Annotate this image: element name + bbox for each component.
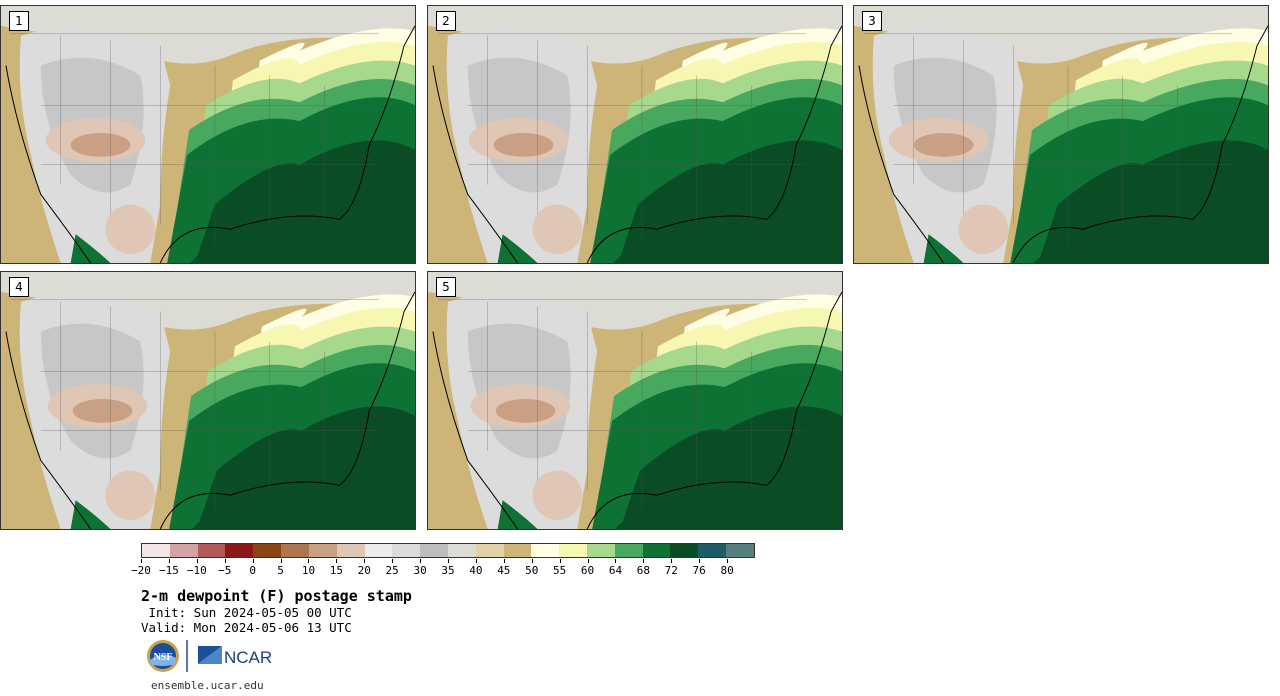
panel-number: 1 [9, 11, 29, 31]
dewpoint-map [1, 272, 415, 529]
map-panel-4: 4 [0, 271, 416, 530]
dewpoint-map [428, 6, 842, 263]
colorbar-tick [448, 559, 449, 563]
colorbar-tick [615, 559, 617, 563]
colorbar-tick [559, 559, 561, 563]
nsf-logo-text: NSF [154, 652, 173, 663]
colorbar-swatch [392, 544, 421, 557]
colorbar-tick [699, 559, 701, 563]
colorbar-tick-label: −5 [218, 564, 232, 577]
colorbar-tick-label: 80 [720, 564, 734, 577]
colorbar-tick-label: −15 [158, 564, 179, 577]
colorbar-tick-label: 64 [608, 564, 623, 577]
colorbar-swatch [142, 544, 170, 557]
colorbar-tick [336, 559, 338, 563]
map-panel-5: 5 [427, 271, 843, 530]
colorbar-swatch [587, 544, 615, 557]
map-panel-1: 1 [0, 5, 416, 264]
colorbar-swatch [447, 544, 476, 557]
colorbar-tick-label: 45 [497, 564, 511, 577]
colorbar-tick-label: 76 [692, 564, 706, 577]
colorbar-tick [671, 559, 673, 563]
panel-number: 5 [436, 277, 456, 297]
dewpoint-map [854, 6, 1268, 263]
colorbar-tick [168, 559, 170, 563]
colorbar-swatch [503, 544, 532, 557]
colorbar-tick-label: 25 [385, 564, 399, 577]
colorbar-tick [475, 559, 477, 563]
colorbar-swatch [559, 544, 587, 557]
colorbar-tick-label: 50 [525, 564, 539, 577]
colorbar-tick [643, 559, 645, 563]
colorbar-swatch [420, 544, 448, 557]
init-time: Init: Sun 2024-05-05 00 UTC [141, 605, 352, 620]
page-title: 2-m dewpoint (F) postage stamp [141, 587, 412, 605]
colorbar-swatch [698, 544, 727, 557]
colorbar-tick-label: 30 [413, 564, 427, 577]
colorbar-swatch [642, 544, 671, 557]
colorbar-tick-label: 55 [553, 564, 567, 577]
colorbar-tick [392, 559, 394, 563]
colorbar-tick [280, 559, 282, 563]
colorbar-tick [196, 559, 198, 563]
colorbar-tick-labels: −20 −15 −10 −5 0 5 10 15 20 25 30 35 40 45 50 55 60 64 68 7… [131, 559, 755, 579]
colorbar-swatch [336, 544, 365, 557]
colorbar-tick-label: 15 [329, 564, 343, 577]
colorbar-tick [364, 559, 366, 563]
panel-number: 3 [862, 11, 882, 31]
colorbar-swatch [614, 544, 643, 557]
colorbar-tick-label: 5 [277, 564, 284, 577]
colorbar-tick-label: 20 [357, 564, 371, 577]
colorbar-swatch [364, 544, 393, 557]
colorbar-swatch [670, 544, 699, 557]
colorbar-tick-label: 40 [469, 564, 483, 577]
panel-number: 4 [9, 277, 29, 297]
colorbar-swatch [308, 544, 337, 557]
colorbar-swatch [169, 544, 198, 557]
colorbar-swatch [197, 544, 226, 557]
nsf-logo-icon: NSF [147, 640, 179, 672]
colorbar-swatch [531, 544, 560, 557]
colorbar-tick [503, 559, 505, 563]
colorbar-tick [587, 559, 589, 563]
colorbar-tick [308, 559, 310, 563]
colorbar-tick-label: 35 [441, 564, 455, 577]
map-panel-3: 3 [853, 5, 1269, 264]
dewpoint-map [428, 272, 842, 529]
colorbar-swatch [726, 544, 754, 557]
colorbar-tick [224, 559, 226, 563]
ncar-logo-text: NCAR [224, 648, 272, 667]
colorbar-tick-label: 72 [664, 564, 678, 577]
panel-number: 2 [436, 11, 456, 31]
colorbar-tick [252, 559, 254, 563]
colorbar-swatch [253, 544, 282, 557]
colorbar-swatch [225, 544, 254, 557]
colorbar-tick-label: 68 [636, 564, 650, 577]
colorbar-tick-label: −10 [186, 564, 207, 577]
logos: NSF NCAR [146, 638, 276, 674]
map-panel-2: 2 [427, 5, 843, 264]
colorbar [141, 543, 755, 558]
colorbar-tick-label: 0 [249, 564, 256, 577]
valid-time: Valid: Mon 2024-05-06 13 UTC [141, 620, 352, 635]
colorbar-tick-label: −20 [131, 564, 151, 577]
dewpoint-map [1, 6, 415, 263]
colorbar-tick [727, 559, 729, 563]
ncar-logo-icon: NCAR [198, 646, 272, 667]
colorbar-tick [141, 559, 142, 563]
colorbar-swatch [475, 544, 504, 557]
colorbar-tick [420, 559, 422, 563]
colorbar-tick-label: 10 [301, 564, 316, 577]
colorbar-tick [531, 559, 533, 563]
colorbar-swatch [281, 544, 309, 557]
site-url: ensemble.ucar.edu [151, 679, 264, 692]
colorbar-tick-label: 60 [580, 564, 595, 577]
